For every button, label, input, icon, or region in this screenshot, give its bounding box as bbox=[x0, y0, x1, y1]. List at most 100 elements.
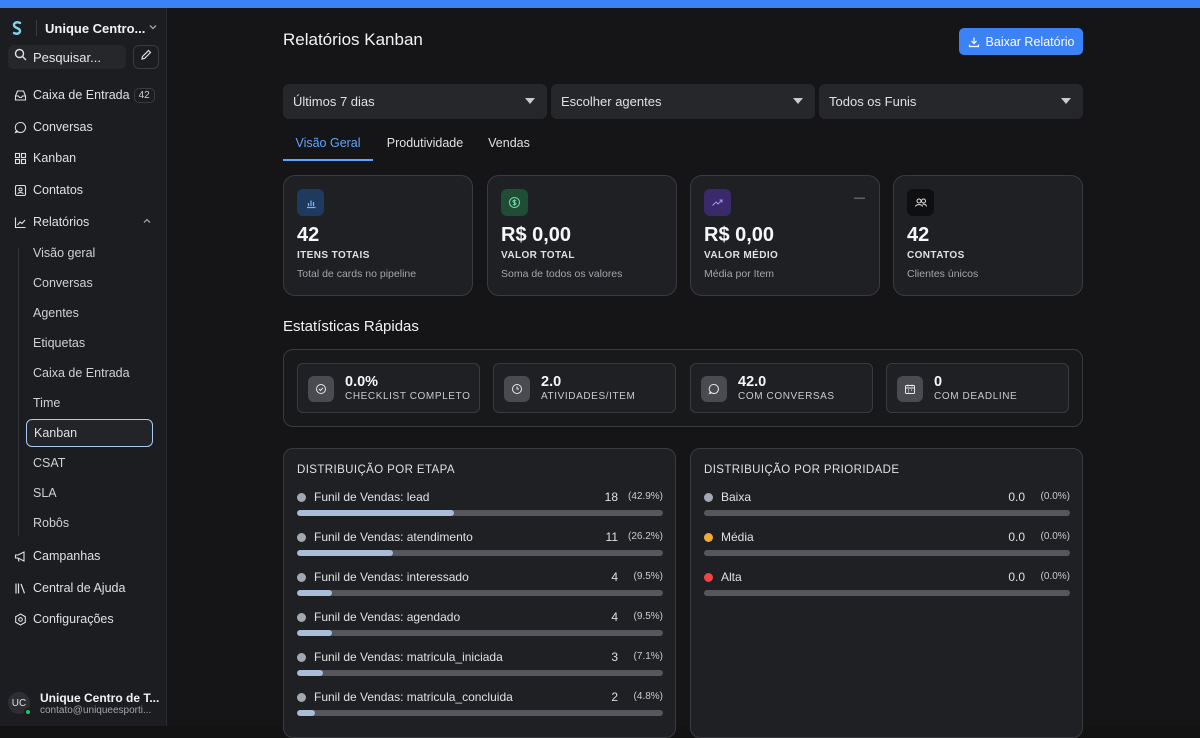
row-percent: (4.8%) bbox=[633, 691, 663, 702]
row-percent: (0.0%) bbox=[1040, 571, 1070, 582]
legend-dot bbox=[297, 613, 306, 622]
period-value: Últimos 7 dias bbox=[293, 94, 375, 109]
tab-sales[interactable]: Vendas bbox=[488, 136, 530, 150]
contact-icon bbox=[13, 183, 27, 197]
metric-card-total-items: 42 ITENS TOTAIS Total de cards no pipeli… bbox=[283, 175, 473, 296]
download-icon bbox=[968, 36, 980, 48]
sub-item-agents[interactable]: Agentes bbox=[33, 306, 79, 320]
sub-item-inbox[interactable]: Caixa de Entrada bbox=[33, 366, 130, 380]
row-label: Funil de Vendas: matricula_iniciada bbox=[314, 650, 503, 664]
search-icon bbox=[14, 48, 27, 66]
quick-stats-title: Estatísticas Rápidas bbox=[283, 318, 419, 335]
row-count: 4 bbox=[611, 570, 618, 584]
nav-reports[interactable]: Relatórios bbox=[8, 208, 160, 236]
tab-productivity[interactable]: Produtividade bbox=[386, 136, 464, 150]
sub-item-conversations[interactable]: Conversas bbox=[33, 276, 93, 290]
stat-value: 42.0 bbox=[738, 374, 767, 390]
progress-track bbox=[297, 630, 663, 636]
agents-select[interactable]: Escolher agentes bbox=[551, 84, 815, 119]
progress-track bbox=[297, 510, 663, 516]
users-icon bbox=[907, 189, 934, 216]
nav-contacts[interactable]: Contatos bbox=[8, 176, 160, 204]
sub-item-kanban[interactable]: Kanban bbox=[26, 419, 153, 447]
metric-card-average-value: — R$ 0,00 VALOR MÉDIO Média por Item bbox=[690, 175, 880, 296]
row-label: Funil de Vendas: interessado bbox=[314, 570, 469, 584]
row-label: Funil de Vendas: atendimento bbox=[314, 530, 473, 544]
caret-down-icon bbox=[1061, 98, 1071, 104]
row-label: Alta bbox=[721, 570, 742, 584]
user-profile[interactable]: UC Unique Centro de T... contato@uniquee… bbox=[8, 686, 160, 720]
quick-stats-panel: 0.0% CHECKLIST COMPLETO 2.0 ATIVIDADES/I… bbox=[283, 349, 1083, 427]
sub-item-labels[interactable]: Etiquetas bbox=[33, 336, 86, 350]
stat-label: ATIVIDADES/ITEM bbox=[541, 391, 636, 402]
tab-overview[interactable]: Visão Geral bbox=[283, 136, 373, 161]
row-count: 3 bbox=[611, 650, 618, 664]
sub-item-team[interactable]: Time bbox=[33, 396, 61, 410]
nav-settings[interactable]: Configurações bbox=[8, 605, 160, 633]
funnel-value: Todos os Funis bbox=[829, 94, 917, 109]
progress-track bbox=[297, 550, 663, 556]
avatar-initials: UC bbox=[11, 697, 27, 709]
metric-label: VALOR TOTAL bbox=[501, 250, 575, 261]
metric-value: 42 bbox=[297, 224, 320, 246]
legend-dot bbox=[704, 533, 713, 542]
stat-label: COM DEADLINE bbox=[934, 391, 1018, 402]
stage_distribution-row: Funil de Vendas: matricula_iniciada 3 (7.1… bbox=[297, 650, 663, 678]
nav-help-center[interactable]: Central de Ajuda bbox=[8, 574, 160, 602]
progress-track bbox=[704, 510, 1070, 516]
sub-item-csat[interactable]: CSAT bbox=[33, 456, 66, 470]
stage_distribution-row: Funil de Vendas: atendimento 11 (26.2%) bbox=[297, 530, 663, 558]
top-accent-bar bbox=[0, 0, 1200, 8]
sub-item-overview[interactable]: Visão geral bbox=[33, 246, 96, 260]
stat-label: CHECKLIST COMPLETO bbox=[345, 391, 471, 402]
progress-track bbox=[297, 710, 663, 716]
sub-item-bots[interactable]: Robôs bbox=[33, 516, 70, 530]
metric-description: Soma de todos os valores bbox=[501, 268, 623, 280]
nav-label: Caixa de Entrada bbox=[33, 88, 130, 102]
priority_distribution-row: Baixa 0.0 (0.0%) bbox=[704, 490, 1070, 518]
megaphone-icon bbox=[13, 549, 27, 563]
nav-inbox[interactable]: Caixa de Entrada 42 bbox=[8, 81, 160, 109]
priority-distribution-title: DISTRIBUIÇÃO POR PRIORIDADE bbox=[704, 464, 900, 476]
stat-conversations: 42.0 COM CONVERSAS bbox=[690, 363, 873, 413]
priority-distribution-panel: DISTRIBUIÇÃO POR PRIORIDADE Baixa 0.0 (0.0… bbox=[690, 448, 1083, 738]
nav-campaigns[interactable]: Campanhas bbox=[8, 542, 160, 570]
agents-value: Escolher agentes bbox=[561, 94, 662, 109]
stage-distribution-panel: DISTRIBUIÇÃO POR ETAPA Funil de Vendas: … bbox=[283, 448, 676, 738]
stat-value: 0.0% bbox=[345, 374, 379, 390]
nav-label: Contatos bbox=[33, 183, 84, 197]
nav-kanban[interactable]: Kanban bbox=[8, 144, 160, 172]
avatar: UC bbox=[8, 692, 32, 716]
metric-card-contacts: 42 CONTATOS Clientes únicos bbox=[893, 175, 1083, 296]
search-input[interactable]: Pesquisar... bbox=[8, 45, 126, 69]
caret-down-icon bbox=[525, 98, 535, 104]
nav-label: Kanban bbox=[33, 151, 77, 165]
priority_distribution-row: Média 0.0 (0.0%) bbox=[704, 530, 1070, 558]
search-placeholder: Pesquisar... bbox=[33, 49, 101, 65]
user-name: Unique Centro de T... bbox=[40, 690, 160, 705]
caret-down-icon bbox=[793, 98, 803, 104]
compose-button[interactable] bbox=[133, 45, 159, 69]
nav-conversations[interactable]: Conversas bbox=[8, 113, 160, 141]
chart-line-icon bbox=[13, 215, 27, 229]
workspace-switcher[interactable]: Unique Centro... bbox=[8, 16, 160, 40]
nav-label: Central de Ajuda bbox=[33, 581, 126, 595]
legend-dot bbox=[297, 653, 306, 662]
sidebar: Unique Centro... Pesquisar... Caixa de E… bbox=[0, 8, 167, 726]
row-percent: (9.5%) bbox=[633, 571, 663, 582]
priority_distribution-row: Alta 0.0 (0.0%) bbox=[704, 570, 1070, 598]
row-count: 11 bbox=[605, 530, 618, 544]
funnel-select[interactable]: Todos os Funis bbox=[819, 84, 1083, 119]
check-circle-icon bbox=[308, 376, 334, 402]
stat-activities: 2.0 ATIVIDADES/ITEM bbox=[493, 363, 676, 413]
stat-deadline: 0 COM DEADLINE bbox=[886, 363, 1069, 413]
legend-dot bbox=[297, 573, 306, 582]
row-count: 0.0 bbox=[1008, 490, 1025, 504]
main-content: Relatórios Kanban Baixar Relatório Últim… bbox=[167, 8, 1200, 738]
row-percent: (42.9%) bbox=[627, 491, 663, 502]
online-status-dot bbox=[24, 708, 32, 716]
period-select[interactable]: Últimos 7 dias bbox=[283, 84, 547, 119]
row-percent: (9.5%) bbox=[633, 611, 663, 622]
sub-item-sla[interactable]: SLA bbox=[33, 486, 57, 500]
download-report-button[interactable]: Baixar Relatório bbox=[959, 28, 1083, 55]
